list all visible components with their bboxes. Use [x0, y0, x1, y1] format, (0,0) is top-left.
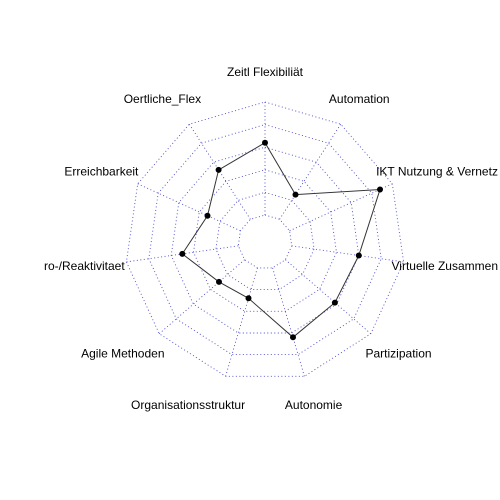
data-point-0: [262, 139, 268, 146]
axis-label-1: Automation: [329, 92, 390, 106]
series-line-0: [181, 142, 381, 338]
data-point-10: [215, 166, 222, 173]
spoke-1: [279, 123, 342, 220]
axis-label-9: Erreichbarkeit: [64, 164, 139, 178]
data-point-4: [331, 299, 338, 306]
radar-series: [181, 142, 381, 338]
spoke-6: [225, 267, 258, 377]
data-point-2: [377, 186, 383, 193]
data-point-5: [290, 334, 296, 341]
grid-ring-0: [237, 214, 293, 269]
data-point-1: [292, 191, 299, 198]
grid-ring-2: [193, 169, 337, 312]
grid-ring-1: [215, 191, 315, 291]
data-point-3: [355, 252, 362, 259]
axis-label-0: Zeitl Flexibiliät: [227, 65, 304, 79]
axis-label-3: Virtuelle Zusammen: [392, 259, 499, 273]
data-point-7: [216, 278, 222, 285]
data-point-6: [245, 295, 252, 302]
spoke-2: [289, 183, 393, 232]
axis-label-7: Agile Methoden: [81, 346, 164, 360]
data-point-8: [179, 250, 186, 257]
spoke-3: [291, 245, 404, 263]
axis-label-6: Organisationsstruktur: [131, 398, 245, 412]
axis-labels: Zeitl Flexibiliät Automation IKT Nutzung &…: [44, 65, 498, 412]
spoke-4: [285, 259, 372, 335]
spoke-7: [158, 259, 245, 335]
axis-label-4: Partizipation: [366, 346, 432, 360]
data-point-9: [204, 212, 211, 219]
grid-ring-4: [148, 124, 382, 356]
radar-points: [179, 139, 383, 341]
axis-label-5: Autonomie: [285, 398, 343, 412]
axis-label-2: IKT Nutzung & Vernetz: [376, 164, 498, 178]
radar-grid: [125, 101, 405, 377]
spoke-5: [272, 267, 305, 377]
axis-label-10: Oertliche_Flex: [124, 92, 201, 106]
grid-ring-3: [170, 146, 360, 334]
axis-label-8: ro-/Reaktivitaet: [44, 259, 125, 273]
spoke-9: [137, 183, 241, 232]
